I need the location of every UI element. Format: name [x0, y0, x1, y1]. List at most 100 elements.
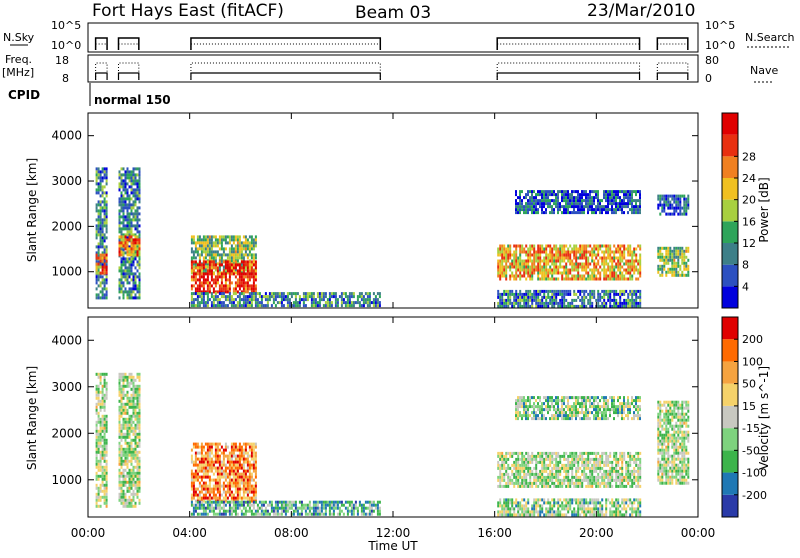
- power-cell: [98, 275, 100, 278]
- velocity-cell: [245, 507, 247, 510]
- power-cell: [193, 265, 195, 268]
- power-cell: [667, 204, 669, 207]
- power-cell: [681, 256, 683, 259]
- power-cell: [561, 260, 563, 263]
- velocity-cell: [106, 463, 108, 466]
- power-cell: [635, 290, 637, 293]
- velocity-cell: [233, 455, 235, 458]
- power-colorbar-tick-label: 4: [742, 280, 749, 293]
- power-cell: [537, 254, 539, 257]
- velocity-cell: [131, 475, 133, 478]
- power-cell: [581, 299, 583, 302]
- power-cell: [98, 245, 100, 248]
- power-cell: [217, 250, 219, 253]
- power-cell: [237, 250, 239, 253]
- power-cell: [531, 299, 533, 302]
- power-cell: [595, 266, 597, 269]
- power-cell: [129, 238, 131, 241]
- power-cell: [127, 230, 129, 233]
- power-cell: [127, 247, 129, 250]
- power-cell: [537, 272, 539, 275]
- power-cell: [129, 179, 131, 182]
- power-cell: [123, 235, 125, 238]
- velocity-cell: [106, 487, 108, 490]
- velocity-cell: [100, 436, 102, 439]
- power-cell: [623, 290, 625, 293]
- power-cell: [675, 262, 677, 265]
- power-cell: [671, 271, 673, 274]
- power-cell: [129, 247, 131, 250]
- velocity-cell: [98, 400, 100, 403]
- velocity-cell: [229, 470, 231, 473]
- power-cell: [129, 221, 131, 224]
- power-cell: [503, 293, 505, 296]
- power-cell: [123, 272, 125, 275]
- power-cell: [119, 224, 121, 227]
- power-cell: [585, 260, 587, 263]
- velocity-cell: [96, 487, 98, 490]
- velocity-cell: [104, 424, 106, 427]
- power-cell: [619, 305, 621, 308]
- velocity-cell: [137, 490, 139, 493]
- power-cell: [231, 253, 233, 256]
- velocity-cell: [127, 466, 129, 469]
- power-cell: [139, 230, 141, 233]
- power-cell: [201, 275, 203, 278]
- velocity-cell: [135, 493, 137, 496]
- power-cell: [573, 257, 575, 260]
- power-cell: [541, 196, 543, 199]
- velocity-cell: [125, 496, 127, 499]
- velocity-cell: [515, 470, 517, 473]
- power-cell: [611, 290, 613, 293]
- velocity-cell: [295, 507, 297, 510]
- power-cell: [615, 305, 617, 308]
- velocity-cell: [361, 504, 363, 507]
- power-cell: [609, 266, 611, 269]
- power-cell: [219, 263, 221, 266]
- power-cell: [321, 295, 323, 298]
- power-cell: [625, 202, 627, 205]
- power-cell: [555, 254, 557, 257]
- power-cell: [139, 278, 141, 281]
- velocity-cell: [249, 497, 251, 500]
- power-cell: [575, 245, 577, 248]
- velocity-cell: [215, 507, 217, 510]
- velocity-cell: [102, 418, 104, 421]
- power-cell: [545, 190, 547, 193]
- power-cell: [245, 301, 247, 304]
- velocity-cell: [121, 460, 123, 463]
- velocity-cell: [247, 494, 249, 497]
- power-cell: [513, 296, 515, 299]
- power-cell: [529, 266, 531, 269]
- power-cell: [505, 290, 507, 293]
- power-colorbar-segment: [722, 113, 738, 135]
- power-cell: [197, 269, 199, 272]
- power-cell: [619, 275, 621, 278]
- power-cell: [511, 302, 513, 305]
- power-cell: [377, 292, 379, 295]
- power-cell: [685, 210, 687, 213]
- power-cell: [247, 295, 249, 298]
- power-cell: [255, 256, 257, 259]
- velocity-cell: [501, 452, 503, 455]
- power-cell: [211, 301, 213, 304]
- velocity-cell: [129, 385, 131, 388]
- power-cell: [207, 287, 209, 290]
- power-cell: [623, 257, 625, 260]
- power-cell: [125, 215, 127, 218]
- power-cell: [341, 298, 343, 301]
- power-cell: [633, 290, 635, 293]
- power-cell: [603, 272, 605, 275]
- power-cell: [529, 272, 531, 275]
- power-cell: [619, 263, 621, 266]
- velocity-cell: [135, 466, 137, 469]
- velocity-cell: [205, 467, 207, 470]
- power-cell: [565, 278, 567, 281]
- power-cell: [637, 290, 639, 293]
- power-cell: [129, 296, 131, 299]
- power-cell: [191, 284, 193, 287]
- power-cell: [631, 305, 633, 308]
- power-cell: [211, 284, 213, 287]
- power-cell: [635, 299, 637, 302]
- power-cell: [223, 253, 225, 256]
